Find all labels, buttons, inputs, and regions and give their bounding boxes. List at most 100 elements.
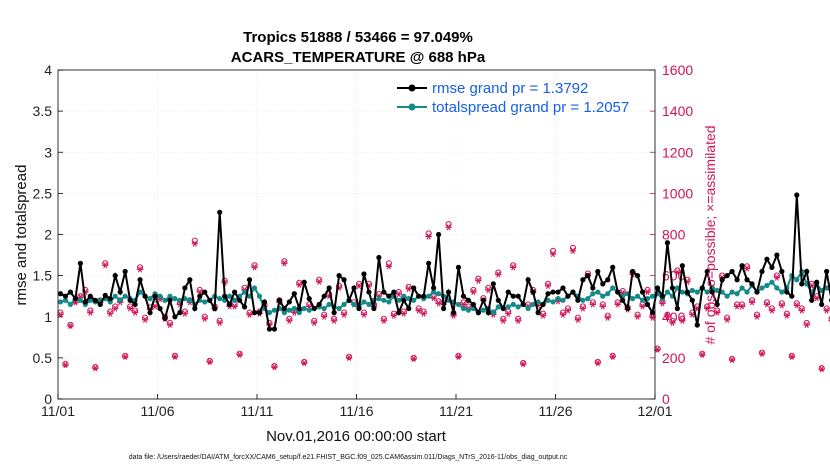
asterisk-stroke	[595, 359, 600, 367]
asterisk-stroke	[725, 316, 730, 323]
rmse-point	[92, 297, 98, 303]
obs-possible-point	[236, 350, 243, 357]
rmse-point	[426, 260, 432, 266]
asterisk-stroke	[575, 316, 580, 323]
rmse-point	[406, 305, 412, 312]
spread-point	[162, 297, 168, 303]
obs-possible-point	[345, 353, 353, 360]
obs-assimilated-point	[455, 353, 462, 360]
rmse-point	[819, 301, 825, 308]
rmse-point	[142, 293, 148, 299]
rmse-point	[236, 297, 243, 303]
rmse-point	[431, 285, 437, 291]
obs-assimilated-point	[236, 351, 243, 358]
obs-assimilated-point	[514, 317, 522, 324]
obs-assimilated-point	[704, 305, 711, 312]
rmse-point	[669, 285, 676, 291]
y-right-tick-label: 800	[662, 227, 686, 243]
spread-point	[67, 301, 74, 308]
spread-point	[664, 289, 671, 295]
spread-point	[396, 297, 402, 303]
obs-assimilated-point	[380, 317, 388, 324]
obs-assimilated-point	[519, 360, 527, 368]
asterisk-stroke	[794, 302, 799, 309]
rmse-point	[759, 268, 765, 275]
spread-point	[217, 296, 223, 302]
spread-point	[57, 299, 64, 305]
asterisk-stroke	[501, 317, 506, 324]
rmse-point	[202, 289, 208, 295]
obs-assimilated-point	[216, 319, 223, 326]
obs-assimilated-point	[743, 265, 751, 272]
rmse-point	[615, 289, 621, 295]
asterisk-stroke	[411, 355, 416, 362]
y-tick-label: 3	[44, 144, 52, 160]
obs-assimilated-point	[539, 312, 547, 319]
obs-possible-point	[729, 355, 736, 363]
asterisk-stroke	[317, 278, 322, 285]
asterisk-stroke	[550, 250, 556, 258]
asterisk-stroke	[655, 346, 660, 353]
obs-possible-point	[828, 316, 830, 322]
rmse-point	[321, 293, 327, 299]
spread-point	[744, 289, 750, 295]
rmse-point	[212, 305, 218, 312]
asterisk-stroke	[789, 353, 794, 360]
obs-assimilated-point	[728, 356, 736, 363]
rmse-point	[416, 293, 422, 299]
obs-possible-point	[271, 363, 278, 370]
obs-assimilated-point	[544, 282, 552, 289]
rmse-point	[590, 285, 596, 291]
rmse-point	[520, 301, 526, 308]
rmse-point	[132, 301, 138, 308]
obs-assimilated-point	[166, 321, 174, 329]
y-tick-label: 1.5	[33, 268, 53, 284]
series-layer	[57, 192, 830, 373]
asterisk-stroke	[471, 289, 476, 296]
y-tick-label: 1	[44, 309, 52, 325]
obs-assimilated-point	[231, 303, 238, 310]
rmse-point	[779, 268, 785, 275]
asterisk-stroke	[356, 282, 362, 289]
asterisk-stroke	[540, 312, 546, 319]
obs-assimilated-point	[311, 319, 318, 326]
obs-assimilated-point	[748, 299, 756, 306]
rmse-point	[192, 305, 198, 312]
rmse-point	[679, 263, 685, 269]
spread-point	[232, 297, 238, 303]
asterisk-stroke	[182, 310, 187, 317]
y-tick-label: 2.5	[33, 185, 53, 201]
rmse-point	[694, 322, 700, 328]
spread-point	[326, 301, 332, 308]
rmse-point	[749, 281, 755, 287]
asterisk-stroke	[167, 321, 173, 329]
spread-point	[251, 285, 258, 291]
rmse-point	[57, 291, 64, 297]
obs-assimilated-point	[753, 313, 761, 320]
obs-assimilated-point	[564, 307, 572, 314]
asterisk-stroke	[754, 313, 760, 320]
spread-point	[605, 291, 611, 297]
rmse-point	[809, 297, 815, 303]
asterisk-stroke	[426, 233, 431, 240]
rmse-point	[77, 260, 83, 266]
spread-point	[600, 293, 606, 299]
spread-point	[286, 307, 292, 313]
rmse-point	[336, 273, 342, 279]
spread-point	[634, 293, 641, 299]
rmse-point	[346, 297, 352, 303]
obs-assimilated-point	[430, 295, 437, 302]
rmse-point	[97, 301, 103, 308]
asterisk-stroke	[774, 274, 779, 281]
obs-assimilated-point	[803, 321, 810, 329]
rmse-point	[127, 297, 133, 303]
asterisk-stroke	[779, 302, 784, 309]
rmse-point	[789, 293, 795, 299]
y-right-tick-label: 1600	[662, 62, 693, 78]
rmse-point	[799, 281, 805, 287]
rmse-point	[575, 297, 581, 303]
legend-rmse-marker	[408, 84, 416, 92]
spread-point	[62, 297, 69, 303]
asterisk-stroke	[401, 310, 406, 317]
rmse-point	[555, 289, 561, 295]
